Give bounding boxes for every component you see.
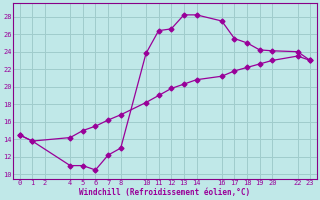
X-axis label: Windchill (Refroidissement éolien,°C): Windchill (Refroidissement éolien,°C) bbox=[79, 188, 251, 197]
